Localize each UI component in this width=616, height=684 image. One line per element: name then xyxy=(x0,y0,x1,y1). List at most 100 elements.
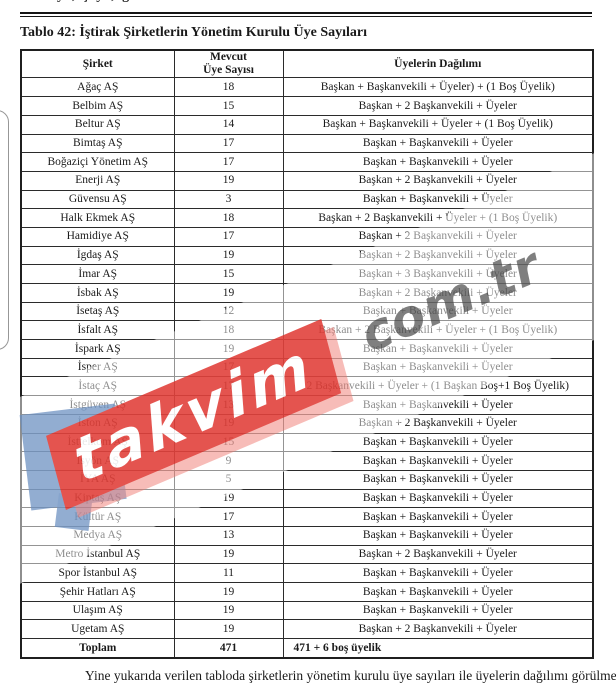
member-count-cell: 17 xyxy=(173,226,284,247)
member-count-cell: 3 xyxy=(173,189,284,210)
member-count-cell: 19 xyxy=(173,283,284,303)
total-count-cell: 471 xyxy=(173,638,284,659)
table-row: İsyön AŞ 9 Başkan + Başkanvekili + Üyele… xyxy=(20,451,594,471)
header-row: Şirket Mevcut Üye Sayısı Üyelerin Dağılı… xyxy=(20,49,594,79)
table-row: Güvensu AŞ 3 Başkan + Başkanvekili + Üye… xyxy=(20,189,594,210)
distribution-cell: Başkan + 2 Başkanvekili + Üyeler xyxy=(282,283,594,303)
distribution-cell: Başkan + 2 Başkanvekili + Üyeler xyxy=(282,96,594,116)
table-row: İsbak AŞ 19 Başkan + 2 Başkanvekili + Üy… xyxy=(20,283,594,303)
company-cell: İsttelkom AŞ xyxy=(20,432,175,453)
distribution-cell: Başkan + Başkanvekili + Üyeler) + (1 Boş… xyxy=(282,77,594,98)
table-row: İsetaş AŞ 12 Başkan + Başkanvekili + Üye… xyxy=(20,301,594,322)
table-caption: Tablo 42: İştirak Şirketlerin Yönetim Ku… xyxy=(20,25,368,40)
company-cell: İspark AŞ xyxy=(20,339,175,359)
company-cell: İYA AŞ xyxy=(20,469,175,490)
company-cell: Beltur AŞ xyxy=(20,114,175,135)
table-row: İmar AŞ 15 Başkan + 3 Başkanvekili + Üye… xyxy=(20,264,594,284)
member-count-cell: 11 xyxy=(173,563,284,583)
distribution-cell: Başkan + 2 Başkanvekili + Üyeler xyxy=(282,226,594,247)
distribution-cell: Başkan + Başkanvekili + Üyeler xyxy=(282,357,594,378)
company-cell: İsfalt AŞ xyxy=(20,320,175,341)
distribution-cell: Başkan + 2 Başkanvekili + Üyeler xyxy=(282,619,594,640)
table-row: İstgüven AŞ 13 Başkan + Başkanvekili + Ü… xyxy=(20,395,594,415)
company-cell: İstaç AŞ xyxy=(20,376,175,397)
member-count-cell: 19 xyxy=(173,170,284,191)
company-cell: Ağaç AŞ xyxy=(20,77,175,98)
section-divider-rule xyxy=(20,12,592,17)
member-count-cell: 5 xyxy=(173,469,284,490)
distribution-cell: Başkan + Başkanvekili + Üyeler xyxy=(282,563,594,583)
member-count-cell: 14 xyxy=(173,114,284,135)
header-company: Şirket xyxy=(20,49,175,79)
distribution-cell: Başkan + Başkanvekili + Üyeler xyxy=(282,189,594,210)
header-member-count: Mevcut Üye Sayısı xyxy=(173,49,284,79)
member-count-cell: 19 xyxy=(173,488,284,509)
distribution-cell: Başkan + Başkanvekili + Üyeler xyxy=(282,339,594,359)
table-row: İgdaş AŞ 19 Başkan + 2 Başkanvekili + Üy… xyxy=(20,245,594,266)
member-count-cell: 13 xyxy=(173,395,284,415)
table-row: Halk Ekmek AŞ 18 Başkan + 2 Başkanvekili… xyxy=(20,208,594,228)
distribution-cell: Başkan + 2 Başkanvekili + Üyeler xyxy=(282,544,594,565)
table-row: Enerji AŞ 19 Başkan + 2 Başkanvekili + Ü… xyxy=(20,170,594,191)
distribution-cell: 2 Başkanvekili + Üyeler + (1 Başkan Boş+… xyxy=(282,376,594,397)
distribution-cell: Başkan + Başkanvekili + Üyeler + (1 Boş … xyxy=(282,114,594,135)
distribution-cell: Başkan + 2 Başkanvekili + Üyeler + (1 Bo… xyxy=(282,208,594,228)
table-row: İsttelkom AŞ 15 Başkan + Başkanvekili + … xyxy=(20,432,594,453)
total-label-cell: Toplam xyxy=(20,638,175,659)
member-count-cell: 9 xyxy=(173,451,284,471)
company-cell: İsbak AŞ xyxy=(20,283,175,303)
table-header: Şirket Mevcut Üye Sayısı Üyelerin Dağılı… xyxy=(20,49,594,79)
company-cell: İsetaş AŞ xyxy=(20,301,175,322)
member-count-cell: 19 xyxy=(173,339,284,359)
member-count-cell: 17 xyxy=(173,376,284,397)
table-row: İston AŞ 19 Başkan + 2 Başkanvekili + Üy… xyxy=(20,413,594,434)
distribution-cell: Başkan + Başkanvekili + Üyeler xyxy=(282,469,594,490)
table-row: Ulaşım AŞ 19 Başkan + Başkanvekili + Üye… xyxy=(20,600,594,621)
company-cell: Halk Ekmek AŞ xyxy=(20,208,175,228)
company-cell: Medya AŞ xyxy=(20,525,175,546)
distribution-cell: Başkan + 2 Başkanvekili + Üyeler xyxy=(282,170,594,191)
member-count-cell: 17 xyxy=(173,133,284,154)
member-count-cell: 18 xyxy=(173,320,284,341)
company-cell: Ugetam AŞ xyxy=(20,619,175,640)
table-row: Medya AŞ 13 Başkan + Başkanvekili + Üyel… xyxy=(20,525,594,546)
cropped-text-top: yı, şıyı, g xyxy=(57,0,131,4)
company-cell: Kiptaş AŞ xyxy=(20,488,175,509)
table-body: Ağaç AŞ 18 Başkan + Başkanvekili + Üyele… xyxy=(20,77,594,640)
member-count-cell: 12 xyxy=(173,301,284,322)
table-row: Belbim AŞ 15 Başkan + 2 Başkanvekili + Ü… xyxy=(20,96,594,116)
table-row: Metro İstanbul AŞ 19 Başkan + 2 Başkanve… xyxy=(20,544,594,565)
table-row: Boğaziçi Yönetim AŞ 17 Başkan + Başkanve… xyxy=(20,152,594,172)
company-cell: Ulaşım AŞ xyxy=(20,600,175,621)
header-distribution: Üyelerin Dağılımı xyxy=(282,49,594,79)
company-cell: Boğaziçi Yönetim AŞ xyxy=(20,152,175,172)
member-count-cell: 17 xyxy=(173,357,284,378)
total-row: Toplam 471 471 + 6 boş üyelik xyxy=(20,638,594,659)
distribution-cell: Başkan + Başkanvekili + Üyeler xyxy=(282,301,594,322)
left-edge-panel xyxy=(0,110,9,350)
table-row: İspark AŞ 19 Başkan + Başkanvekili + Üye… xyxy=(20,339,594,359)
company-cell: Enerji AŞ xyxy=(20,170,175,191)
table-row: Kiptaş AŞ 19 Başkan + Başkanvekili + Üye… xyxy=(20,488,594,509)
total-distribution-cell: 471 + 6 boş üyelik xyxy=(282,638,594,659)
table-row: İsfalt AŞ 18 Başkan + 2 Başkanvekili + Ü… xyxy=(20,320,594,341)
member-count-cell: 18 xyxy=(173,77,284,98)
distribution-cell: Başkan + Başkanvekili + Üyeler xyxy=(282,582,594,602)
distribution-cell: Başkan + Başkanvekili + Üyeler xyxy=(282,507,594,527)
data-table: Şirket Mevcut Üye Sayısı Üyelerin Dağılı… xyxy=(20,49,594,659)
distribution-cell: Başkan + 2 Başkanvekili + Üyeler + (1 Bo… xyxy=(282,320,594,341)
company-cell: İsyön AŞ xyxy=(20,451,175,471)
company-cell: Güvensu AŞ xyxy=(20,189,175,210)
distribution-cell: Başkan + Başkanvekili + Üyeler xyxy=(282,525,594,546)
table-row: Ağaç AŞ 18 Başkan + Başkanvekili + Üyele… xyxy=(20,77,594,98)
member-count-cell: 17 xyxy=(173,152,284,172)
member-count-cell: 19 xyxy=(173,582,284,602)
cropped-text-bottom: Yine yukarıda verilen tabloda şirketleri… xyxy=(85,668,616,683)
table-row: İsper AŞ 17 Başkan + Başkanvekili + Üyel… xyxy=(20,357,594,378)
table-row: Ugetam AŞ 19 Başkan + 2 Başkanvekili + Ü… xyxy=(20,619,594,640)
table-row: Kültür AŞ 17 Başkan + Başkanvekili + Üye… xyxy=(20,507,594,527)
company-cell: İgdaş AŞ xyxy=(20,245,175,266)
distribution-cell: Başkan + Başkanvekili + Üyeler xyxy=(282,451,594,471)
member-count-cell: 19 xyxy=(173,413,284,434)
table-row: Hamidiye AŞ 17 Başkan + 2 Başkanvekili +… xyxy=(20,226,594,247)
